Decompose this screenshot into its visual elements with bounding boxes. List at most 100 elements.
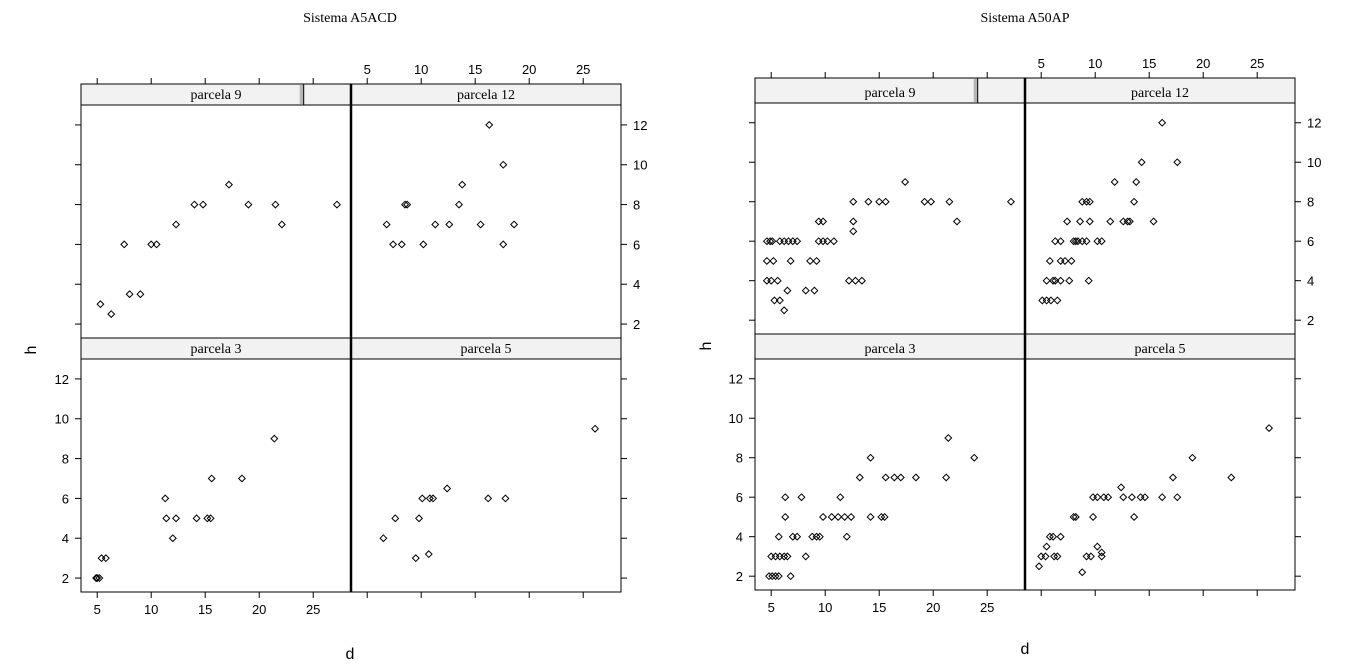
data-point [1078, 237, 1087, 246]
data-point [1130, 197, 1139, 206]
data-point [780, 552, 789, 561]
data-point [1045, 532, 1054, 541]
data-point [1051, 276, 1060, 285]
data-point [814, 237, 823, 246]
data-point [207, 474, 216, 483]
data-point [332, 200, 341, 209]
data-point [793, 532, 802, 541]
data-point [812, 532, 821, 541]
data-point [270, 434, 279, 443]
x-axis-label: d [1021, 641, 1030, 658]
x-tick-label-top: 20 [1196, 56, 1210, 71]
x-axis-label: d [346, 646, 355, 663]
y-tick-label-left: 12 [55, 372, 69, 387]
data-point [172, 220, 181, 229]
panel-border [80, 337, 352, 593]
data-point [781, 493, 790, 502]
data-point [97, 554, 106, 563]
y-tick-label-left: 6 [62, 491, 69, 506]
data-point [812, 256, 821, 265]
data-point [499, 160, 508, 169]
data-point [429, 494, 438, 503]
panel-strip [1025, 334, 1295, 359]
data-point [1046, 296, 1055, 305]
data-point [927, 197, 936, 206]
data-point [793, 237, 802, 246]
data-point [95, 574, 104, 583]
data-point [881, 473, 890, 482]
data-point [1097, 548, 1106, 557]
data-point [1119, 493, 1128, 502]
data-point [847, 512, 856, 521]
y-tick-label-right: 6 [1307, 234, 1314, 249]
data-point [1035, 562, 1044, 571]
panel-border [1024, 77, 1296, 335]
x-tick-label-bottom: 20 [252, 602, 266, 617]
data-point [810, 286, 819, 295]
data-point [389, 240, 398, 249]
x-tick-label-top: 20 [522, 62, 536, 77]
data-point [784, 237, 793, 246]
x-tick-label-bottom: 25 [980, 600, 994, 615]
panel-border [754, 77, 1026, 335]
data-point [771, 572, 780, 581]
data-point [458, 180, 467, 189]
data-point [1067, 256, 1076, 265]
panel-parcela-5: parcela 5 [1024, 333, 1296, 591]
data-point [766, 237, 775, 246]
data-point [1125, 217, 1134, 226]
data-point [877, 512, 886, 521]
data-point [1053, 296, 1062, 305]
data-point [147, 240, 156, 249]
y-tick-label-left: 12 [729, 372, 743, 387]
data-point [484, 494, 493, 503]
chart-1: Sistema A5ACD d h parcela 9 parcela 12 parcel… [23, 11, 647, 663]
data-point [1060, 256, 1069, 265]
data-point [397, 240, 406, 249]
data-point [1045, 256, 1054, 265]
x-tick-label-bottom: 15 [198, 602, 212, 617]
data-point [162, 514, 171, 523]
y-tick-label-right: 12 [1307, 116, 1321, 131]
data-point [418, 494, 427, 503]
panel-strip [81, 84, 351, 105]
y-tick-label-left: 4 [736, 530, 743, 545]
data-point [970, 453, 979, 462]
y-tick-label-right: 2 [1307, 313, 1314, 328]
data-point [382, 220, 391, 229]
y-tick-label-left: 4 [62, 531, 69, 546]
data-point [120, 240, 129, 249]
data-point [834, 512, 843, 521]
data-point [1042, 542, 1051, 551]
panel-parcela-12: parcela 12 [1024, 77, 1296, 335]
data-point [780, 237, 789, 246]
data-point [203, 514, 212, 523]
data-point [1158, 118, 1167, 127]
data-point [920, 197, 929, 206]
panel-strip-label: parcela 12 [457, 88, 515, 103]
x-tick-label-bottom: 15 [872, 600, 886, 615]
strip-level-marker [973, 79, 978, 102]
data-point [400, 200, 410, 209]
data-point [767, 552, 776, 561]
data-point [1051, 237, 1060, 246]
data-point [1097, 237, 1106, 246]
x-tick-label-bottom: 25 [306, 602, 320, 617]
data-point [1137, 158, 1146, 167]
data-point [911, 473, 920, 482]
panel-border [80, 83, 352, 339]
data-point [224, 180, 233, 189]
chart-title: Sistema A50AP [980, 11, 1069, 26]
x-tick-label-top: 5 [364, 62, 371, 77]
data-point [1136, 493, 1145, 502]
data-point [445, 220, 454, 229]
data-point [1168, 473, 1177, 482]
data-point [774, 572, 783, 581]
data-point [842, 532, 851, 541]
data-point [101, 554, 110, 563]
y-tick-label-right: 10 [1307, 155, 1321, 170]
data-point [107, 310, 116, 319]
data-point [806, 256, 815, 265]
data-point [1065, 276, 1074, 285]
